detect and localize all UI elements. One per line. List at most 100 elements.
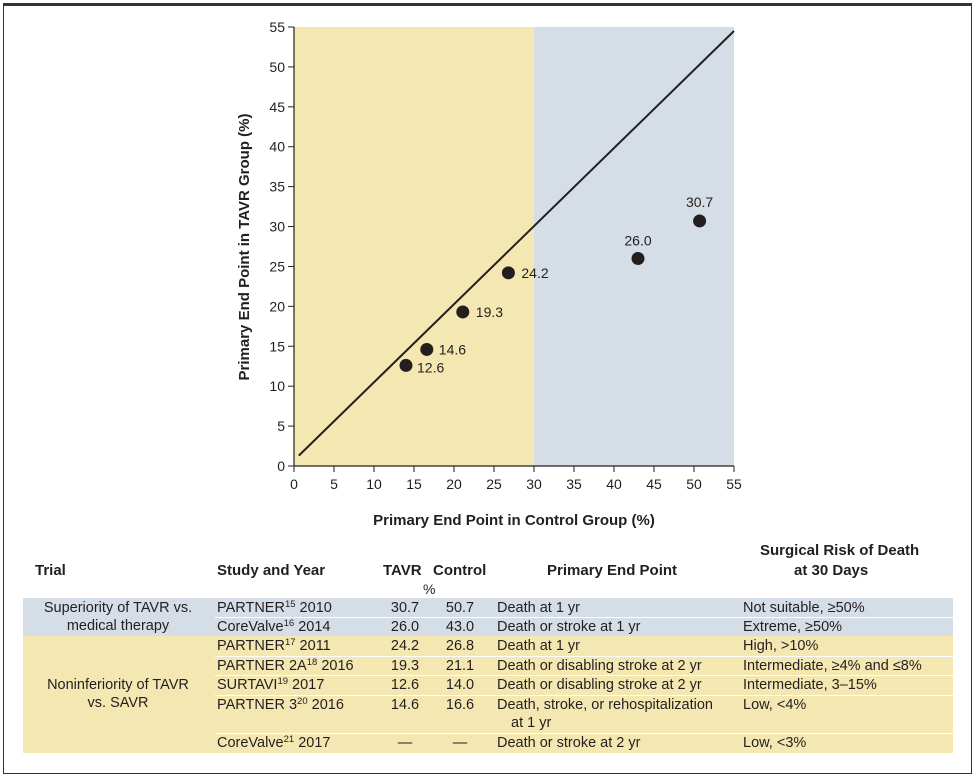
data-point bbox=[456, 305, 470, 319]
study-name: PARTNER bbox=[217, 600, 285, 616]
figure-frame bbox=[3, 3, 972, 774]
header-risk-line2: at 30 Days bbox=[794, 562, 869, 579]
header-tavr: TAVR bbox=[383, 562, 422, 579]
y-tick-label: 15 bbox=[269, 338, 285, 354]
header-percent: % bbox=[423, 581, 436, 597]
data-label: 12.6 bbox=[417, 359, 444, 375]
study-year: 2016 bbox=[307, 697, 344, 713]
x-tick-label: 30 bbox=[526, 476, 542, 492]
endpoint-cell: Death, stroke, or rehospitalization bbox=[497, 697, 713, 713]
y-tick-label: 10 bbox=[269, 378, 285, 394]
x-tick-label: 35 bbox=[566, 476, 582, 492]
study-ref: 15 bbox=[284, 599, 296, 610]
y-tick-label: 25 bbox=[269, 258, 285, 274]
y-tick-label: 0 bbox=[277, 458, 285, 474]
risk-cell: Low, <3% bbox=[743, 735, 807, 751]
study-year: 2017 bbox=[294, 735, 331, 751]
endpoint-cell: Death at 1 yr bbox=[497, 600, 581, 616]
data-label: 30.7 bbox=[686, 194, 713, 210]
study-ref: 20 bbox=[297, 696, 308, 707]
header-risk-line1: Surgical Risk of Death bbox=[760, 542, 920, 559]
group-noninferiority: Noninferiority of TAVR vs. SAVR bbox=[23, 676, 213, 712]
x-tick-label: 45 bbox=[646, 476, 662, 492]
x-tick-label: 40 bbox=[606, 476, 622, 492]
control-cell: — bbox=[452, 735, 468, 751]
x-tick-label: 55 bbox=[726, 476, 742, 492]
control-cell: 50.7 bbox=[445, 600, 475, 616]
control-cell: 43.0 bbox=[445, 619, 475, 635]
header-control: Control bbox=[433, 562, 487, 579]
x-axis-ticks: 0 5 10 15 20 25 30 35 40 45 50 55 bbox=[290, 466, 742, 492]
identity-line bbox=[298, 30, 735, 457]
tavr-cell: 14.6 bbox=[390, 697, 420, 713]
group-label: Noninferiority of TAVR bbox=[47, 677, 189, 693]
x-tick-label: 0 bbox=[290, 476, 298, 492]
region-band bbox=[294, 27, 534, 466]
data-label: 19.3 bbox=[476, 304, 503, 320]
group-superiority: Superiority of TAVR vs. medical therapy bbox=[23, 599, 213, 635]
y-tick-label: 35 bbox=[269, 179, 285, 195]
endpoint-cell: Death or stroke at 1 yr bbox=[497, 619, 641, 635]
risk-cell: High, >10% bbox=[743, 638, 819, 654]
study-name: PARTNER bbox=[217, 638, 285, 654]
study-year: 2016 bbox=[317, 658, 354, 674]
study-cell: CoreValve16 2014 bbox=[217, 619, 331, 636]
control-cell: 26.8 bbox=[445, 638, 475, 654]
study-cell: PARTNER17 2011 bbox=[217, 638, 331, 655]
risk-cell: Extreme, ≥50% bbox=[743, 619, 843, 635]
tavr-cell: 26.0 bbox=[390, 619, 420, 635]
x-tick-label: 50 bbox=[686, 476, 702, 492]
x-tick-label: 15 bbox=[406, 476, 422, 492]
endpoint-cell-cont: at 1 yr bbox=[511, 715, 552, 731]
header-trial: Trial bbox=[35, 562, 66, 579]
data-label: 26.0 bbox=[624, 232, 651, 248]
control-cell: 16.6 bbox=[445, 697, 475, 713]
header-endpoint: Primary End Point bbox=[547, 562, 678, 579]
study-year: 2011 bbox=[295, 638, 331, 654]
y-tick-label: 40 bbox=[269, 139, 285, 155]
y-tick-label: 55 bbox=[269, 19, 285, 35]
study-name: PARTNER 2A bbox=[217, 658, 307, 674]
risk-cell: Low, <4% bbox=[743, 697, 807, 713]
row-divider bbox=[215, 617, 953, 618]
study-ref: 16 bbox=[283, 618, 295, 629]
row-divider bbox=[215, 695, 953, 696]
tavr-cell: — bbox=[397, 735, 413, 751]
row-divider bbox=[215, 675, 953, 676]
study-cell: SURTAVI19 2017 bbox=[217, 677, 324, 694]
data-point bbox=[631, 251, 645, 265]
group-label: Superiority of TAVR vs. bbox=[43, 600, 193, 616]
study-year: 2010 bbox=[295, 600, 332, 616]
y-axis-label: Primary End Point in TAVR Group (%) bbox=[236, 114, 253, 381]
row-divider bbox=[215, 733, 953, 734]
study-ref: 19 bbox=[277, 676, 289, 687]
tavr-cell: 24.2 bbox=[390, 638, 420, 654]
endpoint-cell: Death or stroke at 2 yr bbox=[497, 735, 641, 751]
data-label: 24.2 bbox=[521, 265, 548, 281]
tavr-cell: 12.6 bbox=[390, 677, 420, 693]
endpoint-cell: Death at 1 yr bbox=[497, 638, 581, 654]
study-name: PARTNER 3 bbox=[217, 697, 298, 713]
y-tick-label: 50 bbox=[269, 59, 285, 75]
x-axis-label: Primary End Point in Control Group (%) bbox=[373, 512, 655, 529]
endpoint-cell: Death or disabling stroke at 2 yr bbox=[497, 677, 702, 693]
y-tick-label: 5 bbox=[277, 418, 285, 434]
study-name: CoreValve bbox=[217, 619, 284, 635]
chart-regions bbox=[294, 27, 734, 466]
control-cell: 21.1 bbox=[445, 658, 475, 674]
data-point bbox=[399, 358, 413, 372]
study-cell: PARTNER 320 2016 bbox=[217, 697, 344, 714]
y-tick-label: 30 bbox=[269, 219, 285, 235]
tavr-cell: 30.7 bbox=[390, 600, 420, 616]
study-ref: 18 bbox=[306, 657, 318, 668]
study-year: 2017 bbox=[288, 677, 325, 693]
study-name: CoreValve bbox=[217, 735, 284, 751]
row-divider bbox=[215, 656, 953, 657]
y-tick-label: 20 bbox=[269, 298, 285, 314]
x-tick-label: 5 bbox=[330, 476, 338, 492]
header-study: Study and Year bbox=[217, 562, 326, 579]
control-cell: 14.0 bbox=[445, 677, 475, 693]
risk-cell: Intermediate, 3–15% bbox=[743, 677, 877, 693]
tavr-cell: 19.3 bbox=[390, 658, 420, 674]
study-ref: 17 bbox=[284, 637, 296, 648]
